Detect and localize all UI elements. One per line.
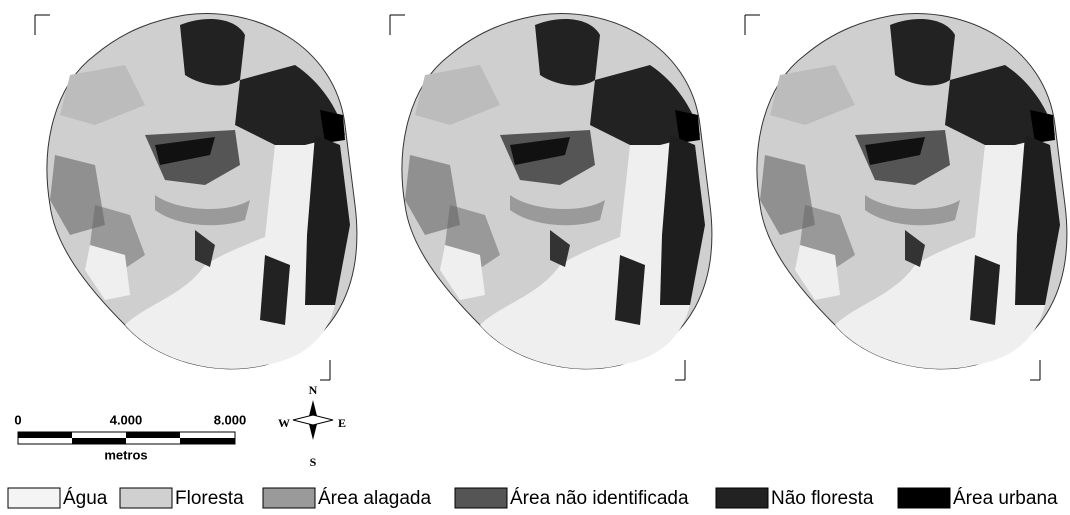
map-panel (35, 13, 357, 380)
map-panel (745, 13, 1067, 380)
legend-label: Área alagada (318, 488, 431, 509)
legend: Água Floresta Área alagada Área não identif… (8, 488, 1058, 509)
scale-bar: 0 4.000 8.000 metros (14, 412, 246, 462)
figure: 0 4.000 8.000 metros N S E W Água Florest… (0, 0, 1070, 515)
legend-swatch (898, 488, 950, 508)
compass-w: W (278, 416, 290, 430)
scale-label: 0 (14, 412, 21, 427)
legend-swatch (263, 488, 315, 508)
legend-swatch (8, 488, 60, 508)
scale-label: 8.000 (214, 412, 247, 427)
legend-swatch (120, 488, 172, 508)
compass-n: N (309, 383, 318, 397)
compass-s: S (310, 455, 317, 469)
legend-label: Área urbana (953, 488, 1058, 509)
legend-label: Área não identificada (510, 488, 689, 509)
legend-swatch (716, 488, 768, 508)
scale-label: 4.000 (110, 412, 143, 427)
compass-e: E (338, 416, 346, 430)
legend-label: Floresta (175, 488, 244, 509)
legend-label: Não floresta (771, 488, 874, 509)
map-panel (390, 13, 712, 380)
compass: N S E W (278, 383, 346, 469)
scale-unit: metros (104, 447, 147, 462)
legend-swatch (455, 488, 507, 508)
legend-label: Água (63, 488, 108, 509)
